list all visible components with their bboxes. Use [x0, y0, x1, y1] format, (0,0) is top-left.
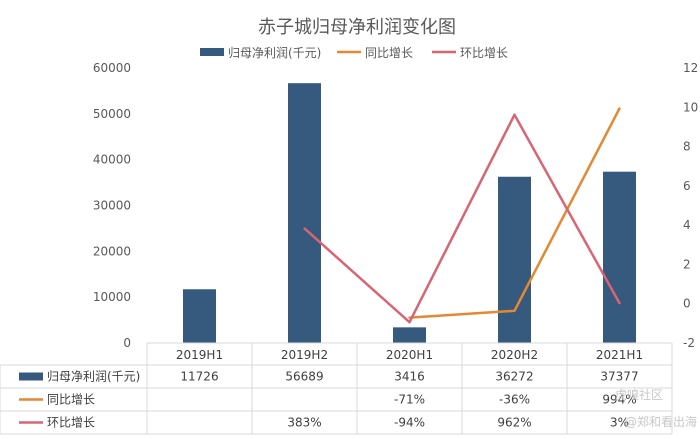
right-tick-label: -2 — [683, 336, 695, 350]
line-2-point — [303, 227, 306, 230]
table-cell: 56689 — [285, 370, 323, 384]
legend: 归母净利润(千元) 同比增长 环比增长 — [200, 46, 508, 60]
table-cell: 3% — [610, 416, 629, 430]
category-label: 2019H1 — [176, 348, 223, 362]
legend-swatch-1 — [200, 48, 224, 56]
legend-label-3: 环比增长 — [460, 46, 508, 60]
left-tick-label: 40000 — [93, 153, 131, 167]
line-1-point — [618, 107, 621, 110]
bar-2019H1 — [183, 289, 216, 343]
chart-title: 赤子城归母净利润变化图 — [258, 17, 456, 38]
bar-2020H2 — [498, 176, 531, 343]
category-label: 2021H1 — [596, 348, 643, 362]
line-1-point — [513, 309, 516, 312]
table-cell: 383% — [287, 416, 321, 430]
bar-series — [183, 83, 636, 343]
right-tick-label: 6 — [683, 179, 691, 193]
table-cell: 3416 — [394, 370, 425, 384]
watermark-line2: @郑和看出海 — [625, 414, 697, 429]
row-label-1: 归母净利润(千元) — [47, 370, 140, 384]
bar-2019H2 — [288, 83, 321, 343]
watermark-line1: 虎嗅社区 — [615, 387, 663, 402]
bar-2020H1 — [393, 327, 426, 343]
table-cell: 37377 — [600, 370, 638, 384]
data-table: 2019H1 2019H2 2020H1 2020H2 2021H1 归母净利润(千元) 1… — [0, 342, 673, 435]
left-tick-label: 0 — [123, 336, 131, 350]
row-label-3: 环比增长 — [47, 416, 95, 430]
left-tick-label: 10000 — [93, 290, 131, 304]
row-key-1 — [19, 372, 43, 381]
line-2-point — [513, 113, 516, 116]
table-cell: 36272 — [495, 370, 533, 384]
left-axis: 0 10000 20000 30000 40000 50000 60000 — [93, 61, 131, 350]
category-label: 2020H1 — [386, 348, 433, 362]
right-tick-label: 2 — [683, 257, 691, 271]
category-label: 2020H2 — [491, 348, 538, 362]
line-2 — [303, 113, 621, 324]
row-label-2: 同比增长 — [47, 393, 95, 407]
line-2-point — [408, 320, 411, 324]
left-tick-label: 60000 — [93, 61, 131, 75]
bar-2021H1 — [603, 171, 636, 343]
right-axis: -2 0 2 4 6 8 10 12 — [683, 61, 698, 350]
watermark: 虎嗅社区 @郑和看出海 — [615, 387, 697, 429]
left-tick-label: 20000 — [93, 244, 131, 258]
category-label: 2019H2 — [281, 348, 328, 362]
right-tick-label: 12 — [683, 61, 698, 75]
table-cell: 994% — [602, 393, 636, 407]
legend-label-2: 同比增长 — [365, 46, 413, 60]
table-cell: -36% — [499, 393, 530, 407]
table-cell: 11726 — [180, 370, 218, 384]
line-2-point — [618, 301, 621, 305]
table-cell: -71% — [394, 393, 425, 407]
right-tick-label: 8 — [683, 140, 691, 154]
legend-label-1: 归母净利润(千元) — [228, 46, 321, 60]
right-tick-label: 10 — [683, 100, 698, 114]
table-cell: 962% — [497, 416, 531, 430]
table-cell: -94% — [394, 416, 425, 430]
left-tick-label: 50000 — [93, 107, 131, 121]
left-tick-label: 30000 — [93, 199, 131, 213]
line-series — [303, 107, 621, 324]
right-tick-label: 0 — [683, 297, 691, 311]
right-tick-label: 4 — [683, 218, 691, 232]
